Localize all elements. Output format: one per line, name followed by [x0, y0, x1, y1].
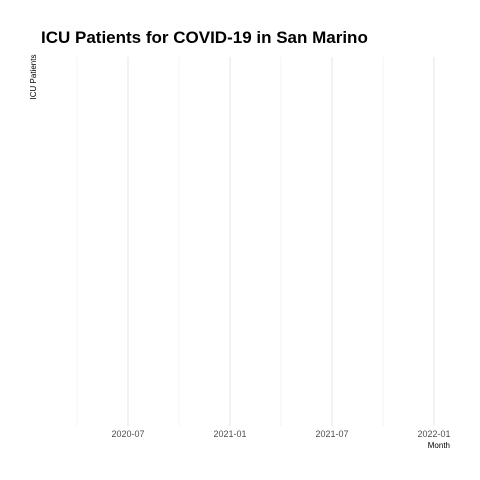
x-axis-ticks: 2020-07 2021-01 2021-07 2022-01	[111, 429, 450, 439]
x-tick-label: 2022-01	[417, 429, 450, 439]
x-tick-label: 2021-07	[315, 429, 348, 439]
x-tick-label: 2021-01	[213, 429, 246, 439]
chart-title: ICU Patients for COVID-19 in San Marino	[41, 28, 368, 47]
grid	[76, 57, 435, 426]
y-axis-label: ICU Patients	[29, 55, 38, 100]
x-tick-label: 2020-07	[111, 429, 144, 439]
x-axis-label: Month	[428, 441, 450, 450]
